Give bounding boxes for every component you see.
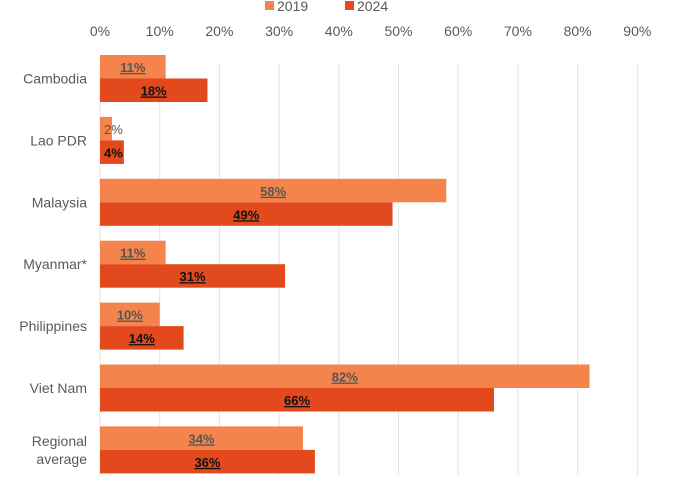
category-label: Malaysia bbox=[32, 194, 87, 210]
data-label-2024: 36% bbox=[194, 455, 220, 470]
data-label-2019: 10% bbox=[117, 308, 143, 323]
data-label-2024: 4% bbox=[104, 145, 123, 160]
legend-label: 2019 bbox=[277, 0, 308, 14]
bar-2019 bbox=[100, 364, 590, 388]
x-tick-label: 0% bbox=[90, 23, 110, 39]
bar-2024 bbox=[100, 78, 208, 102]
category-label: Viet Nam bbox=[30, 380, 87, 396]
legend-swatch-2024 bbox=[345, 1, 354, 10]
data-label-2019: 11% bbox=[120, 246, 146, 261]
bar-2024 bbox=[100, 202, 393, 226]
x-tick-label: 60% bbox=[444, 23, 472, 39]
x-tick-label: 40% bbox=[325, 23, 353, 39]
x-tick-label: 30% bbox=[265, 23, 293, 39]
bar-2024 bbox=[100, 140, 124, 164]
bar-2019 bbox=[100, 178, 447, 203]
category-label: Philippines bbox=[19, 318, 87, 334]
data-label-2019: 34% bbox=[188, 431, 214, 446]
x-tick-label: 10% bbox=[146, 23, 174, 39]
category-label: Lao PDR bbox=[30, 132, 87, 148]
category-label: Myanmar* bbox=[23, 256, 87, 272]
data-label-2019: 82% bbox=[332, 370, 358, 385]
x-tick-label: 70% bbox=[504, 23, 532, 39]
category-label: Regional average bbox=[32, 433, 87, 467]
legend-label: 2024 bbox=[357, 0, 388, 14]
data-label-2024: 14% bbox=[129, 331, 155, 346]
bar-2024 bbox=[100, 388, 495, 412]
bar-2024 bbox=[100, 264, 286, 288]
bar-2024 bbox=[100, 326, 184, 350]
data-label-2019: 2% bbox=[104, 122, 123, 137]
bar-2024 bbox=[100, 449, 315, 474]
x-tick-label: 50% bbox=[384, 23, 412, 39]
data-label-2024: 66% bbox=[284, 393, 310, 408]
category-label: Cambodia bbox=[23, 71, 87, 87]
x-tick-label: 90% bbox=[623, 23, 651, 39]
data-label-2024: 49% bbox=[233, 207, 259, 222]
data-label-2019: 58% bbox=[260, 184, 286, 199]
x-tick-label: 20% bbox=[205, 23, 233, 39]
x-tick-label: 80% bbox=[564, 23, 592, 39]
data-label-2019: 11% bbox=[120, 60, 146, 75]
data-label-2024: 31% bbox=[180, 269, 206, 284]
bar-2019 bbox=[100, 240, 166, 265]
bar-2019 bbox=[100, 55, 166, 79]
bar-2019 bbox=[100, 302, 160, 327]
legend-swatch-2019 bbox=[265, 1, 274, 10]
bar-2019 bbox=[100, 116, 112, 141]
data-label-2024: 18% bbox=[141, 84, 167, 99]
bar-2019 bbox=[100, 426, 303, 450]
